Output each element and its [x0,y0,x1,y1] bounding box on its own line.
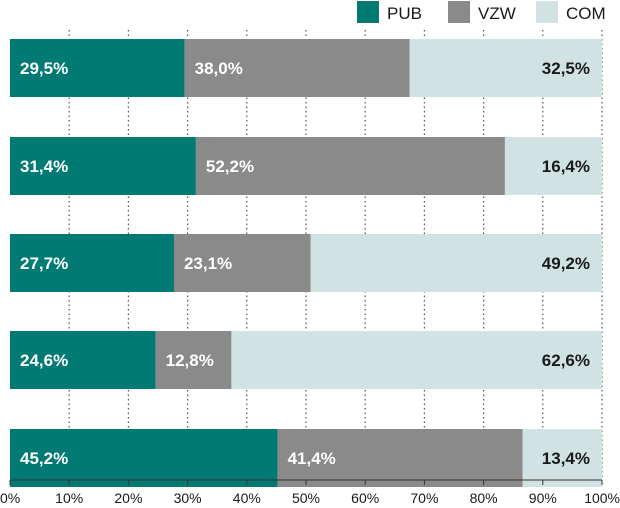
x-axis: 0% 10% 20% 30% 40% 50% 60% 70% 80% 90% 100% [0,479,620,506]
data-label-vzw: 23,1% [184,254,232,273]
legend-swatch-com [536,1,558,23]
legend-label-vzw: VZW [478,4,516,23]
value-labels: 29,5% 38,0% 32,5% 31,4% 52,2% 16,4% 27,7% 23,1%… [20,59,590,468]
legend-label-pub: PUB [387,4,422,23]
data-label-pub: 45,2% [20,449,68,468]
x-tick-label: 10% [55,490,83,506]
bar-pub [10,429,278,487]
x-tick-label: 80% [470,490,498,506]
x-tick-label: 40% [233,490,261,506]
bar-vzw [173,234,311,292]
data-label-vzw: 38,0% [195,59,243,78]
data-label-vzw: 52,2% [206,157,254,176]
x-tick-label: 60% [351,490,379,506]
x-tick-label: 100% [584,490,620,506]
bar-pub [10,39,185,97]
data-label-com: 49,2% [542,254,590,273]
bar-vzw [184,39,410,97]
data-label-pub: 27,7% [20,254,68,273]
x-tick-label: 20% [114,490,142,506]
data-label-com: 62,6% [542,351,590,370]
x-tick-label: 30% [174,490,202,506]
data-label-pub: 31,4% [20,157,68,176]
data-label-pub: 24,6% [20,351,68,370]
bar-vzw [155,331,232,389]
bar-pub [10,234,174,292]
data-label-pub: 29,5% [20,59,68,78]
data-label-com: 13,4% [542,449,590,468]
bar-com [231,331,602,389]
bar-com [409,39,602,97]
data-label-vzw: 12,8% [166,351,214,370]
data-label-vzw: 41,4% [288,449,336,468]
bar-vzw [195,137,505,195]
bar-pub [10,331,156,389]
bar-com [504,137,602,195]
bar-com [522,429,602,487]
legend-swatch-vzw [448,1,470,23]
x-tick-label: 50% [292,490,320,506]
x-tick-label: 0% [0,490,20,506]
bar-com [310,234,602,292]
x-tick-label: 90% [529,490,557,506]
bar-vzw [277,429,523,487]
legend-label-com: COM [566,4,606,23]
bar-pub [10,137,196,195]
x-tick-label: 70% [410,490,438,506]
bars [10,39,602,487]
legend: PUB VZW COM [357,1,606,23]
data-label-com: 32,5% [542,59,590,78]
legend-swatch-pub [357,1,379,23]
data-label-com: 16,4% [542,157,590,176]
